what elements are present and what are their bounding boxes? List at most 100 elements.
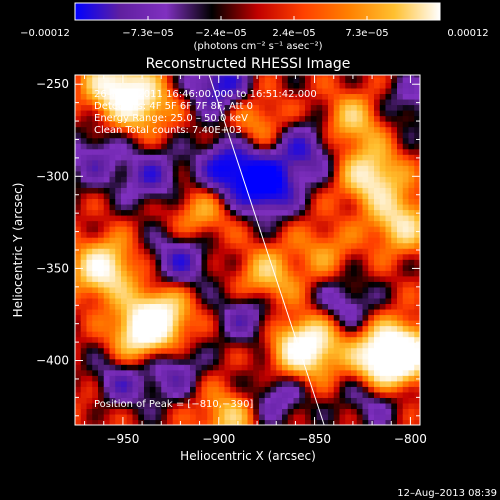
heatmap-cell	[213, 402, 220, 410]
heatmap-cell	[276, 336, 283, 343]
heatmap-cell	[161, 303, 168, 310]
heatmap-cell	[132, 159, 139, 166]
heatmap-cell	[132, 192, 139, 200]
heatmap-cell	[92, 198, 99, 205]
heatmap-cell	[374, 270, 381, 277]
heatmap-cell	[115, 159, 122, 166]
heatmap-cell	[236, 170, 243, 177]
heatmap-cell	[236, 286, 243, 293]
heatmap-cell	[190, 76, 197, 83]
heatmap-cell	[362, 209, 369, 216]
heatmap-cell	[144, 369, 151, 376]
heatmap-cell	[408, 82, 415, 89]
heatmap-cell	[310, 353, 318, 360]
heatmap-cell	[86, 76, 93, 83]
heatmap-cell	[264, 408, 272, 415]
heatmap-cell	[161, 187, 168, 194]
heatmap-cell	[276, 165, 283, 172]
heatmap-cell	[161, 215, 168, 222]
heatmap-cell	[178, 110, 185, 117]
heatmap-cell	[190, 402, 197, 410]
heatmap-cell	[224, 209, 231, 216]
heatmap-cell	[98, 380, 105, 387]
heatmap-cell	[414, 215, 420, 222]
heatmap-cell	[299, 369, 306, 376]
heatmap-cell	[408, 115, 415, 122]
heatmap-cell	[368, 380, 375, 387]
heatmap-cell	[316, 286, 323, 293]
heatmap-cell	[287, 93, 295, 100]
heatmap-cell	[109, 358, 116, 365]
heatmap-cell	[305, 110, 312, 117]
heatmap-cell	[287, 143, 295, 150]
heatmap-cell	[299, 226, 306, 233]
heatmap-cell	[253, 231, 260, 238]
heatmap-cell	[287, 198, 295, 205]
heatmap-cell	[287, 286, 295, 293]
heatmap-cell	[213, 286, 220, 293]
heatmap-cell	[109, 353, 116, 360]
heatmap-cell	[115, 281, 122, 288]
heatmap-cell	[86, 397, 93, 404]
heatmap-cell	[138, 270, 145, 277]
heatmap-cell	[328, 380, 335, 387]
heatmap-cell	[172, 143, 180, 150]
heatmap-cell	[276, 154, 283, 161]
heatmap-cell	[161, 110, 168, 117]
heatmap-cell	[178, 154, 185, 161]
heatmap-cell	[138, 115, 145, 122]
heatmap-cell	[351, 87, 358, 95]
heatmap-cell	[121, 87, 128, 95]
heatmap-cell	[190, 259, 197, 266]
heatmap-cell	[270, 402, 277, 410]
heatmap-cell	[362, 132, 369, 139]
heatmap-cell	[391, 386, 398, 393]
heatmap-cell	[402, 132, 410, 139]
heatmap-cell	[121, 380, 128, 387]
heatmap-cell	[126, 369, 134, 376]
heatmap-cell	[155, 231, 162, 238]
heatmap-cell	[402, 419, 410, 425]
heatmap-cell	[293, 259, 300, 266]
heatmap-cell	[98, 281, 105, 288]
heatmap-cell	[316, 220, 323, 227]
heatmap-cell	[368, 242, 375, 249]
heatmap-cell	[270, 270, 277, 277]
heatmap-cell	[339, 364, 346, 371]
heatmap-cell	[362, 98, 369, 106]
heatmap-cell	[218, 203, 226, 211]
heatmap-cell	[270, 364, 277, 371]
heatmap-cell	[299, 143, 306, 150]
heatmap-cell	[236, 336, 243, 343]
heatmap-cell	[86, 198, 93, 205]
heatmap-cell	[345, 226, 352, 233]
heatmap-cell	[385, 165, 392, 172]
heatmap-cell	[144, 110, 151, 117]
heatmap-cell	[385, 380, 392, 387]
heatmap-cell	[322, 132, 329, 139]
heatmap-cell	[305, 270, 312, 277]
heatmap-cell	[351, 253, 358, 260]
heatmap-cell	[178, 187, 185, 194]
heatmap-cell	[391, 121, 398, 128]
heatmap-cell	[80, 419, 88, 425]
heatmap-cell	[264, 397, 272, 404]
heatmap-cell	[264, 353, 272, 360]
heatmap-cell	[362, 148, 369, 155]
heatmap-cell	[126, 148, 134, 155]
heatmap-cell	[293, 397, 300, 404]
heatmap-cell	[247, 386, 254, 393]
heatmap-cell	[224, 259, 231, 266]
heatmap-cell	[408, 220, 415, 227]
heatmap-cell	[402, 76, 410, 83]
heatmap-cell	[328, 397, 335, 404]
heatmap-cell	[339, 281, 346, 288]
heatmap-cell	[86, 159, 93, 166]
heatmap-cell	[310, 203, 318, 211]
heatmap-cell	[86, 248, 93, 255]
heatmap-cell	[98, 314, 105, 321]
heatmap-cell	[126, 121, 134, 128]
heatmap-cell	[184, 82, 191, 89]
heatmap-cell	[167, 104, 174, 111]
heatmap-cell	[172, 176, 180, 183]
